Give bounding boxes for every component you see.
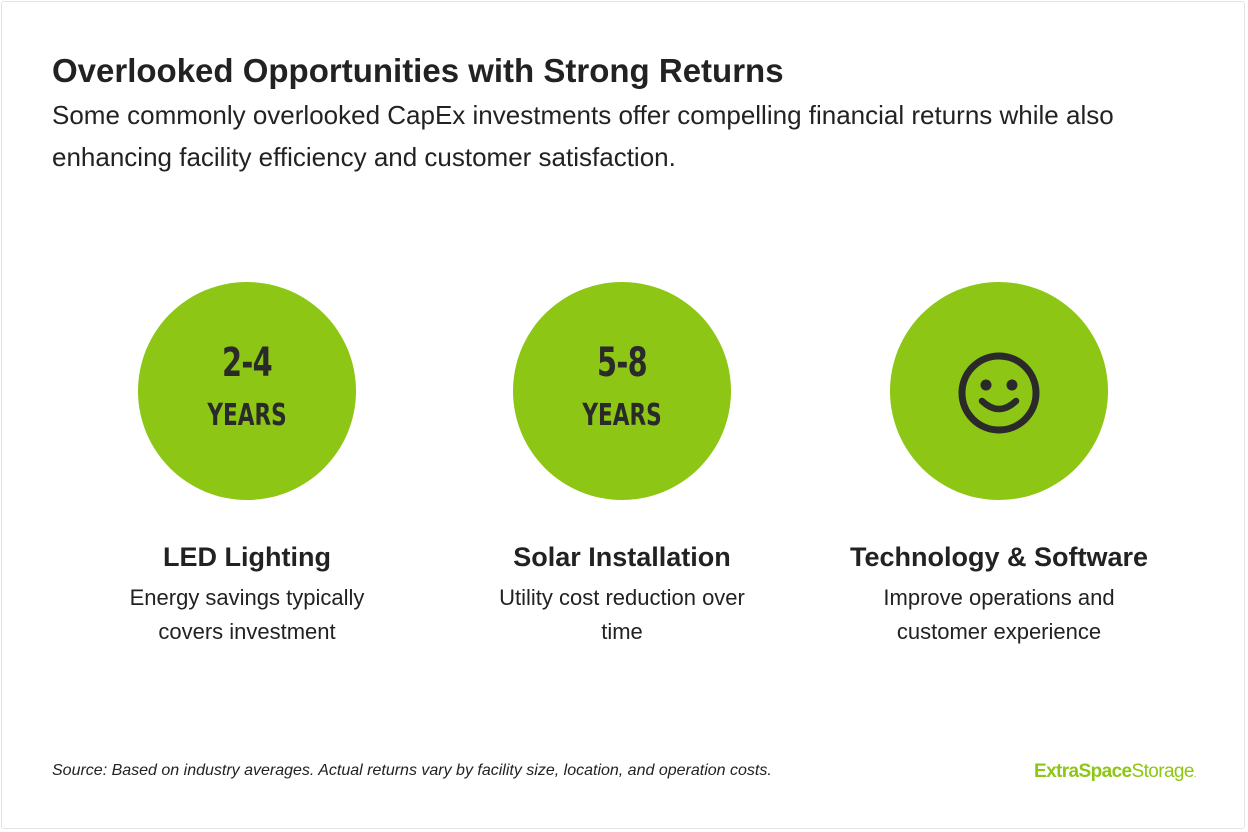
payback-value: 5-8: [597, 340, 648, 386]
payback-unit: YEARS: [207, 398, 287, 433]
page-title: Overlooked Opportunities with Strong Ret…: [52, 52, 784, 89]
card-description: Energy savings typically covers investme…: [129, 585, 365, 644]
card-title: LED Lighting: [163, 542, 331, 572]
card-description: Improve operations and customer experien…: [883, 585, 1115, 644]
icon-circle: [890, 282, 1108, 500]
card-technology-software: Technology & Software Improve operations…: [849, 282, 1149, 649]
card-title: Solar Installation: [513, 542, 731, 572]
logo-text-extra: Extra: [1034, 761, 1079, 782]
card-solar-installation: 5-8 YEARS Solar Installation Utility cos…: [472, 282, 772, 649]
brand-logo: ExtraSpaceStorage.: [1034, 761, 1197, 783]
source-note: Source: Based on industry averages. Actu…: [52, 762, 772, 779]
payback-circle: 5-8 YEARS: [513, 282, 731, 500]
logo-text-space: Space: [1078, 761, 1133, 782]
card-title: Technology & Software: [849, 542, 1149, 572]
card-description: Utility cost reduction over time: [499, 585, 745, 644]
payback-unit: YEARS: [582, 398, 662, 433]
logo-text-storage: Storage: [1131, 761, 1195, 782]
logo-text-dot: .: [1193, 769, 1197, 780]
smiley-face-icon: [958, 352, 1040, 434]
payback-value: 2-4: [222, 340, 273, 386]
payback-circle: 2-4 YEARS: [138, 282, 356, 500]
page-subtitle: Some commonly overlooked CapEx investmen…: [52, 100, 1114, 172]
card-led-lighting: 2-4 YEARS LED Lighting Energy savings ty…: [97, 282, 397, 649]
